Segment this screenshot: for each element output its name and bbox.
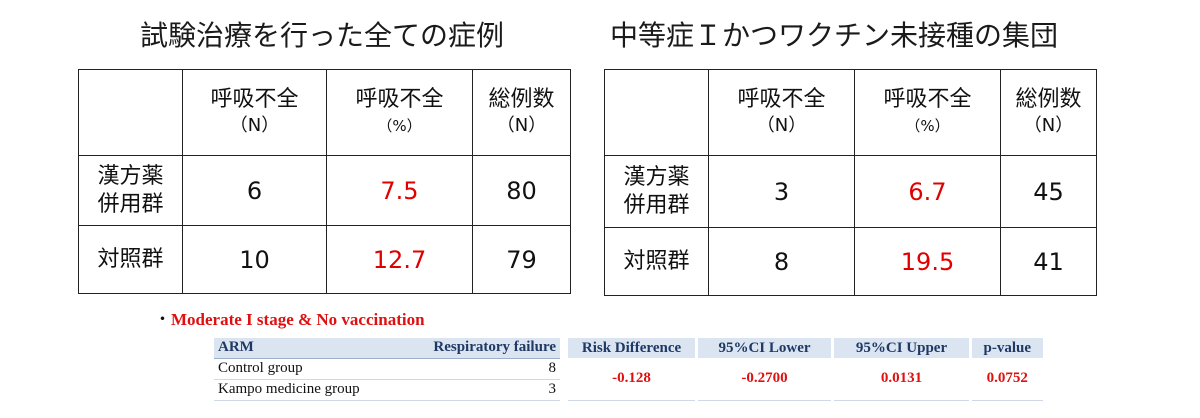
header-failure-n: 呼吸不全 （N）	[708, 69, 855, 156]
total-cell: 41	[1000, 227, 1097, 296]
row-label-line: 漢方薬	[97, 164, 164, 189]
header-label: 呼吸不全	[737, 87, 826, 113]
failure-n-cell: 8	[708, 227, 855, 296]
failure-count-cell: 8	[404, 358, 560, 380]
header-label: 呼吸不全	[355, 87, 444, 113]
right-table-title: 中等症Ｉかつワクチン未接種の集団	[610, 19, 1059, 52]
row-label: 漢方薬 併用群	[604, 155, 709, 228]
row-label-line: 漢方薬	[623, 165, 690, 190]
ci-lower-value: -0.2700	[695, 358, 833, 401]
table-row: -0.128 -0.2700 0.0131 0.0752	[565, 358, 1043, 401]
failure-pct-cell: 6.7	[854, 155, 1001, 228]
header-total: 総例数 （N）	[472, 69, 571, 156]
row-label-line: 対照群	[623, 248, 690, 274]
failure-count-cell: 3	[404, 379, 560, 401]
failure-n-cell: 6	[182, 155, 327, 226]
failure-pct-cell: 19.5	[854, 227, 1001, 296]
header-failure-pct: 呼吸不全 （%）	[854, 69, 1001, 156]
left-table-title: 試験治療を行った全ての症例	[140, 19, 505, 52]
arm-table: ARM Respiratory failure Control group 8 …	[214, 338, 560, 401]
row-label-line: 対照群	[97, 246, 164, 272]
header-unit: （N）	[496, 114, 547, 136]
total-cell: 45	[1000, 155, 1097, 228]
header-label: 総例数	[488, 87, 555, 113]
risk-difference-value: -0.128	[565, 358, 697, 401]
failure-pct-cell: 7.5	[326, 155, 473, 226]
row-label-line: 併用群	[97, 191, 164, 217]
moderate-unvaccinated-table: 呼吸不全 （N） 呼吸不全 （%） 総例数 （N） 漢方薬 併用群 3 6.7 …	[604, 69, 1097, 296]
row-label: 対照群	[604, 227, 709, 296]
failure-pct-cell: 12.7	[326, 225, 473, 294]
header-total: 総例数 （N）	[1000, 69, 1097, 156]
header-label: 呼吸不全	[883, 87, 972, 113]
risk-difference-header: Risk Difference	[565, 338, 697, 358]
header-unit: （%）	[905, 116, 950, 135]
header-unit: （N）	[756, 114, 807, 136]
arm-header: ARM	[214, 338, 404, 359]
bullet-mark: ・	[154, 310, 171, 329]
row-label: 対照群	[78, 225, 183, 294]
header-unit: （N）	[1023, 114, 1074, 136]
table-row: 対照群 8 19.5 41	[604, 227, 1097, 296]
subgroup-note-text: Moderate I stage & No vaccination	[171, 310, 425, 329]
ci-upper-header: 95%CI Upper	[831, 338, 971, 358]
row-label-line: 併用群	[623, 192, 690, 218]
corner-cell	[604, 69, 709, 156]
arm-cell: Kampo medicine group	[214, 379, 404, 401]
p-value-value: 0.0752	[969, 358, 1043, 401]
failure-n-cell: 3	[708, 155, 855, 228]
header-label: 総例数	[1015, 87, 1082, 113]
subgroup-note: ・Moderate I stage & No vaccination	[154, 305, 425, 330]
total-cell: 80	[472, 155, 571, 226]
total-cell: 79	[472, 225, 571, 294]
table-row: 漢方薬 併用群 6 7.5 80	[78, 155, 571, 226]
corner-cell	[78, 69, 183, 156]
p-value-header: p-value	[969, 338, 1043, 358]
risk-difference-table: Risk Difference 95%CI Lower 95%CI Upper …	[565, 338, 1043, 401]
table-row: Control group 8	[214, 358, 560, 380]
header-failure-pct: 呼吸不全 （%）	[326, 69, 473, 156]
arm-cell: Control group	[214, 358, 404, 380]
row-label: 漢方薬 併用群	[78, 155, 183, 226]
table-row: 漢方薬 併用群 3 6.7 45	[604, 155, 1097, 228]
all-cases-table: 呼吸不全 （N） 呼吸不全 （%） 総例数 （N） 漢方薬 併用群 6 7.5 …	[78, 69, 571, 294]
respiratory-failure-header: Respiratory failure	[404, 338, 560, 359]
ci-upper-value: 0.0131	[831, 358, 971, 401]
header-unit: （%）	[377, 116, 422, 135]
table-row: Kampo medicine group 3	[214, 379, 560, 401]
header-label: 呼吸不全	[210, 87, 299, 113]
failure-n-cell: 10	[182, 225, 327, 294]
header-failure-n: 呼吸不全 （N）	[182, 69, 327, 156]
ci-lower-header: 95%CI Lower	[695, 338, 833, 358]
table-row: 対照群 10 12.7 79	[78, 225, 571, 294]
header-unit: （N）	[229, 114, 280, 136]
